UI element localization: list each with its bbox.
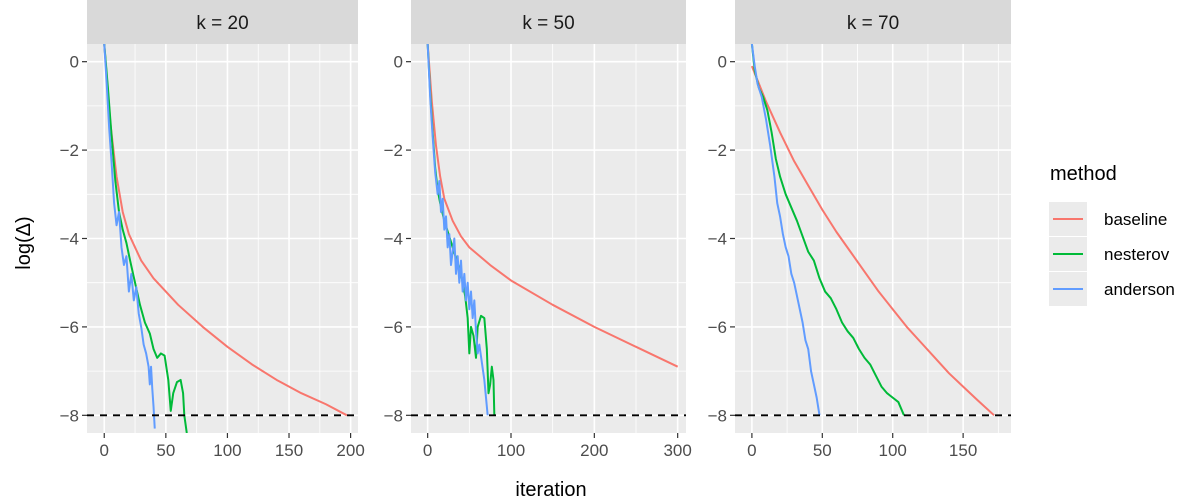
panel-strip-label: k = 20 <box>196 13 248 34</box>
panel-strip-label: k = 70 <box>847 13 899 34</box>
series-line-baseline <box>750 65 995 417</box>
y-tick-label: −6 <box>60 318 79 337</box>
y-tick-label: −2 <box>384 141 403 160</box>
series-line-anderson <box>750 44 821 416</box>
legend-label-baseline: baseline <box>1104 210 1167 229</box>
x-tick-label: 0 <box>100 441 109 460</box>
legend-items: baseline nesterov anderson <box>1049 202 1175 306</box>
y-tick-label: −4 <box>60 230 79 249</box>
x-tick-label: 200 <box>336 441 364 460</box>
chart-panels: k = 20 0 −2 −4 −6 −8 0 50 100 150 200 k = 50 0 −2 −4 −6… <box>60 0 1011 460</box>
y-tick-label: 0 <box>70 53 79 72</box>
x-tick-label: 100 <box>497 441 525 460</box>
panel-strip <box>87 0 358 44</box>
panel-1: k = 20 0 −2 −4 −6 −8 0 50 100 150 200 <box>60 0 365 460</box>
y-tick-label: −8 <box>708 406 727 425</box>
y-tick-label: −8 <box>384 406 403 425</box>
x-tick-label: 100 <box>879 441 907 460</box>
y-tick-label: 0 <box>394 53 403 72</box>
y-tick-label: −4 <box>708 230 727 249</box>
legend-title: method <box>1050 163 1117 185</box>
panel-strip-label: k = 50 <box>522 13 574 34</box>
y-tick-label: 0 <box>718 53 727 72</box>
x-tick-label: 0 <box>423 441 432 460</box>
panel-strip <box>411 0 686 44</box>
legend: method baseline nesterov anderson <box>1049 163 1175 306</box>
x-tick-label: 300 <box>663 441 691 460</box>
y-tick-label: −6 <box>708 318 727 337</box>
series-line-nesterov <box>103 44 188 433</box>
series-line-anderson <box>103 44 156 429</box>
x-tick-label: 200 <box>580 441 608 460</box>
x-tick-label: 0 <box>747 441 756 460</box>
series-line-anderson <box>426 44 489 416</box>
panel-3: k = 70 0 −2 −4 −6 −8 0 50 100 150 <box>708 0 1011 460</box>
panel-series <box>750 44 995 417</box>
y-tick-label: −8 <box>60 406 79 425</box>
y-tick-label: −2 <box>708 141 727 160</box>
panel-strip <box>735 0 1011 44</box>
legend-label-nesterov: nesterov <box>1104 245 1170 264</box>
series-line-nesterov <box>750 44 905 416</box>
series-line-baseline <box>426 44 679 368</box>
y-tick-label: −2 <box>60 141 79 160</box>
x-axis-title: iteration <box>515 479 586 501</box>
x-tick-label: 50 <box>813 441 832 460</box>
x-tick-label: 50 <box>156 441 175 460</box>
x-tick-label: 150 <box>275 441 303 460</box>
x-tick-label: 100 <box>213 441 241 460</box>
panel-series <box>103 44 348 433</box>
legend-label-anderson: anderson <box>1104 280 1175 299</box>
series-line-baseline <box>103 44 348 417</box>
panel-series <box>426 44 679 416</box>
panel-2: k = 50 0 −2 −4 −6 −8 0 100 200 300 <box>384 0 692 460</box>
y-tick-label: −4 <box>384 230 403 249</box>
y-tick-label: −6 <box>384 318 403 337</box>
x-tick-label: 150 <box>949 441 977 460</box>
y-axis-title: log(Δ) <box>13 216 35 269</box>
